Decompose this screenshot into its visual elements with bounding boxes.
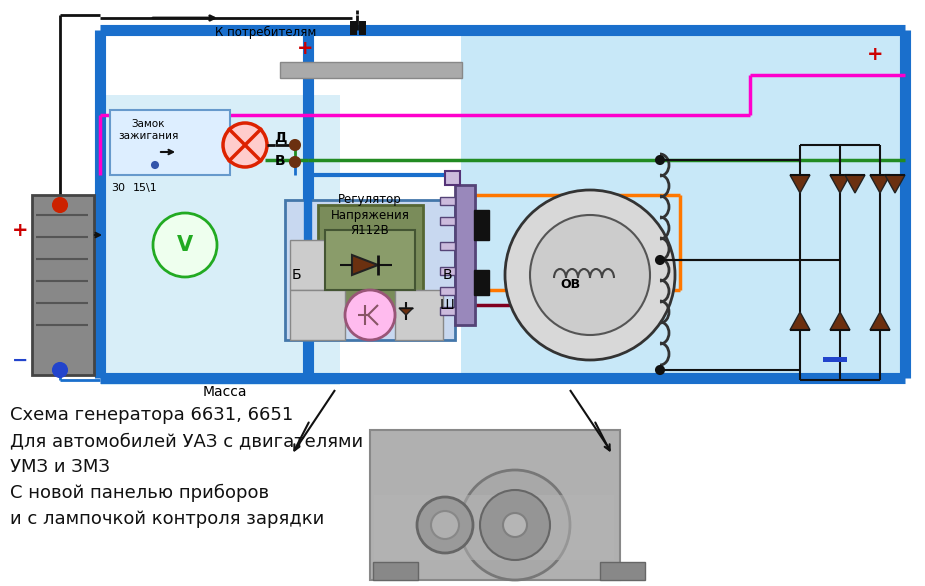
Text: 30: 30	[111, 183, 125, 193]
Bar	[823, 357, 847, 362]
Bar	[290, 290, 345, 340]
Bar	[325, 230, 415, 290]
Circle shape	[345, 290, 395, 340]
Circle shape	[460, 470, 570, 580]
Text: 15\1: 15\1	[132, 183, 157, 193]
Text: −: −	[829, 355, 842, 370]
Bar	[350, 21, 357, 35]
Bar	[359, 21, 366, 35]
Polygon shape	[399, 308, 413, 315]
Polygon shape	[830, 175, 850, 193]
Polygon shape	[845, 175, 865, 193]
Circle shape	[223, 123, 267, 167]
Text: и с лампочкой контроля зарядки: и с лампочкой контроля зарядки	[10, 510, 325, 528]
Bar	[440, 267, 455, 275]
Bar	[474, 270, 489, 295]
Text: +: +	[297, 39, 314, 57]
Text: УМЗ и ЗМЗ: УМЗ и ЗМЗ	[10, 458, 110, 476]
Bar	[395, 290, 443, 340]
Circle shape	[656, 156, 664, 164]
Bar	[440, 197, 455, 205]
Bar	[101, 95, 340, 385]
Text: Ш: Ш	[439, 298, 454, 312]
Bar	[285, 200, 455, 340]
Bar	[600, 562, 645, 580]
Bar	[440, 217, 455, 225]
Text: −: −	[12, 350, 28, 370]
Text: V: V	[177, 235, 193, 255]
Circle shape	[53, 198, 67, 212]
Bar	[318, 205, 423, 310]
Circle shape	[290, 157, 300, 167]
Text: +: +	[867, 46, 883, 64]
Bar	[32, 195, 94, 375]
Circle shape	[152, 162, 158, 168]
Circle shape	[431, 511, 459, 539]
Text: С новой панелью приборов: С новой панелью приборов	[10, 484, 269, 502]
Text: +: +	[12, 220, 29, 240]
Text: К потребителям: К потребителям	[215, 25, 316, 39]
Circle shape	[656, 256, 664, 264]
Text: Масса: Масса	[203, 385, 247, 399]
Circle shape	[290, 140, 300, 150]
Polygon shape	[870, 312, 890, 330]
Polygon shape	[830, 312, 850, 330]
Bar	[370, 430, 620, 580]
Polygon shape	[352, 255, 378, 275]
Bar	[374, 495, 614, 560]
Bar	[440, 242, 455, 250]
Text: Б: Б	[291, 268, 301, 282]
Polygon shape	[790, 312, 810, 330]
Circle shape	[480, 490, 550, 560]
Bar	[445, 171, 460, 185]
Text: Схема генератора 6631, 6651: Схема генератора 6631, 6651	[10, 406, 293, 424]
Circle shape	[505, 190, 675, 360]
Bar	[474, 210, 489, 240]
Bar	[110, 110, 230, 175]
Bar	[455, 185, 475, 325]
Text: Д: Д	[274, 131, 286, 145]
Bar	[290, 240, 345, 290]
Circle shape	[417, 497, 473, 553]
Bar	[440, 307, 455, 315]
Text: В: В	[275, 154, 285, 168]
Bar	[280, 62, 462, 78]
Text: Регулятор
Напряжения
Я112В: Регулятор Напряжения Я112В	[330, 193, 410, 237]
Text: Замок
зажигания: Замок зажигания	[117, 119, 179, 141]
Bar	[461, 30, 905, 378]
Bar	[373, 562, 418, 580]
Circle shape	[503, 513, 527, 537]
Circle shape	[153, 213, 217, 277]
Polygon shape	[790, 175, 810, 193]
Polygon shape	[870, 175, 890, 193]
Text: Для автомобилей УАЗ с двигателями: Для автомобилей УАЗ с двигателями	[10, 432, 364, 450]
Polygon shape	[885, 175, 905, 193]
Circle shape	[656, 366, 664, 374]
Circle shape	[53, 363, 67, 377]
Bar	[440, 287, 455, 295]
Circle shape	[530, 215, 650, 335]
Text: ОВ: ОВ	[560, 278, 580, 291]
Text: В: В	[442, 268, 451, 282]
